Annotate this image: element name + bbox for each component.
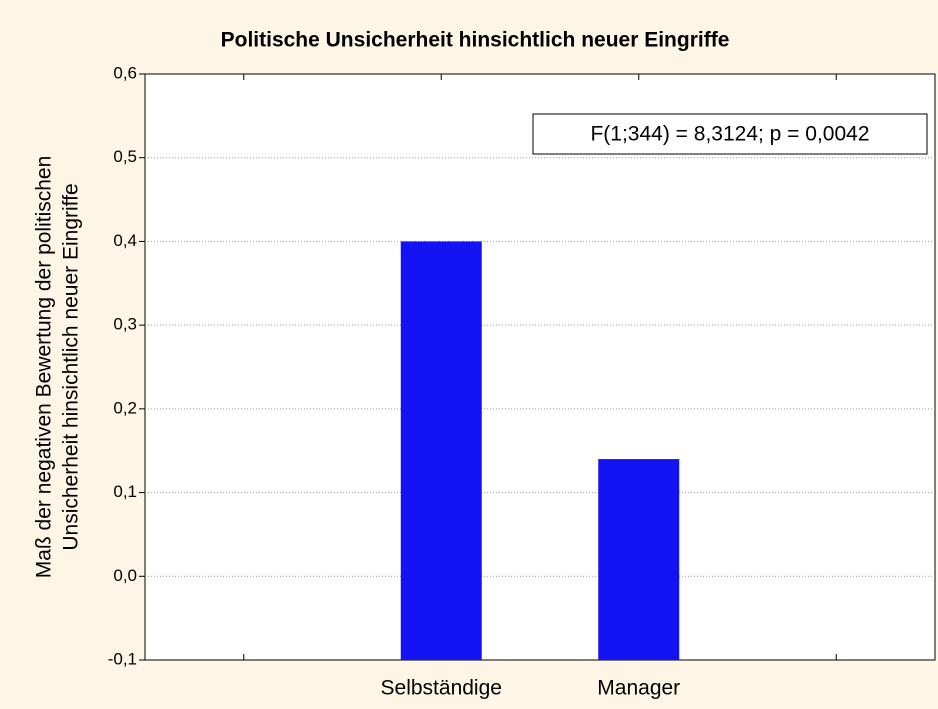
y-tick-label: 0,5 (113, 147, 137, 166)
annotation: F(1;344) = 8,3124; p = 0,0042 (590, 123, 869, 146)
bar (598, 459, 680, 660)
y-axis-label: Maß der negativen Bewertung der politisc… (33, 156, 83, 579)
annotation-box (532, 113, 928, 155)
plot-area (144, 73, 936, 661)
y-tick-label: 0,1 (113, 482, 137, 501)
y-axis-label-line: Maß der negativen Bewertung der politisc… (33, 156, 56, 579)
y-axis-label-line: Unsicherheit hinsichtlich neuer Eingriff… (60, 183, 83, 550)
y-tick-label: 0,6 (113, 63, 137, 82)
x-tick-label: Manager (597, 677, 680, 700)
chart-title: Politische Unsicherheit hinsichtlich neu… (221, 29, 730, 52)
y-tick-label: 0,0 (113, 566, 137, 585)
y-tick-label: -0,1 (108, 649, 137, 668)
y-tick-label: 0,3 (113, 315, 137, 334)
y-tick-label: 0,4 (113, 231, 137, 250)
bar (400, 241, 482, 660)
y-tick-label: 0,2 (113, 398, 137, 417)
x-tick-label: Selbständige (381, 677, 502, 700)
